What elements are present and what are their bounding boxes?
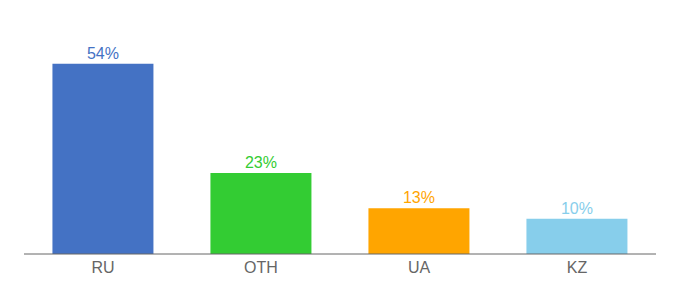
svg-text:RU: RU <box>91 259 114 276</box>
svg-text:23%: 23% <box>245 154 277 171</box>
svg-text:10%: 10% <box>561 200 593 217</box>
svg-text:OTH: OTH <box>244 259 278 276</box>
svg-text:UA: UA <box>408 259 431 276</box>
svg-text:54%: 54% <box>87 45 119 62</box>
svg-text:13%: 13% <box>403 189 435 206</box>
svg-text:KZ: KZ <box>567 259 588 276</box>
